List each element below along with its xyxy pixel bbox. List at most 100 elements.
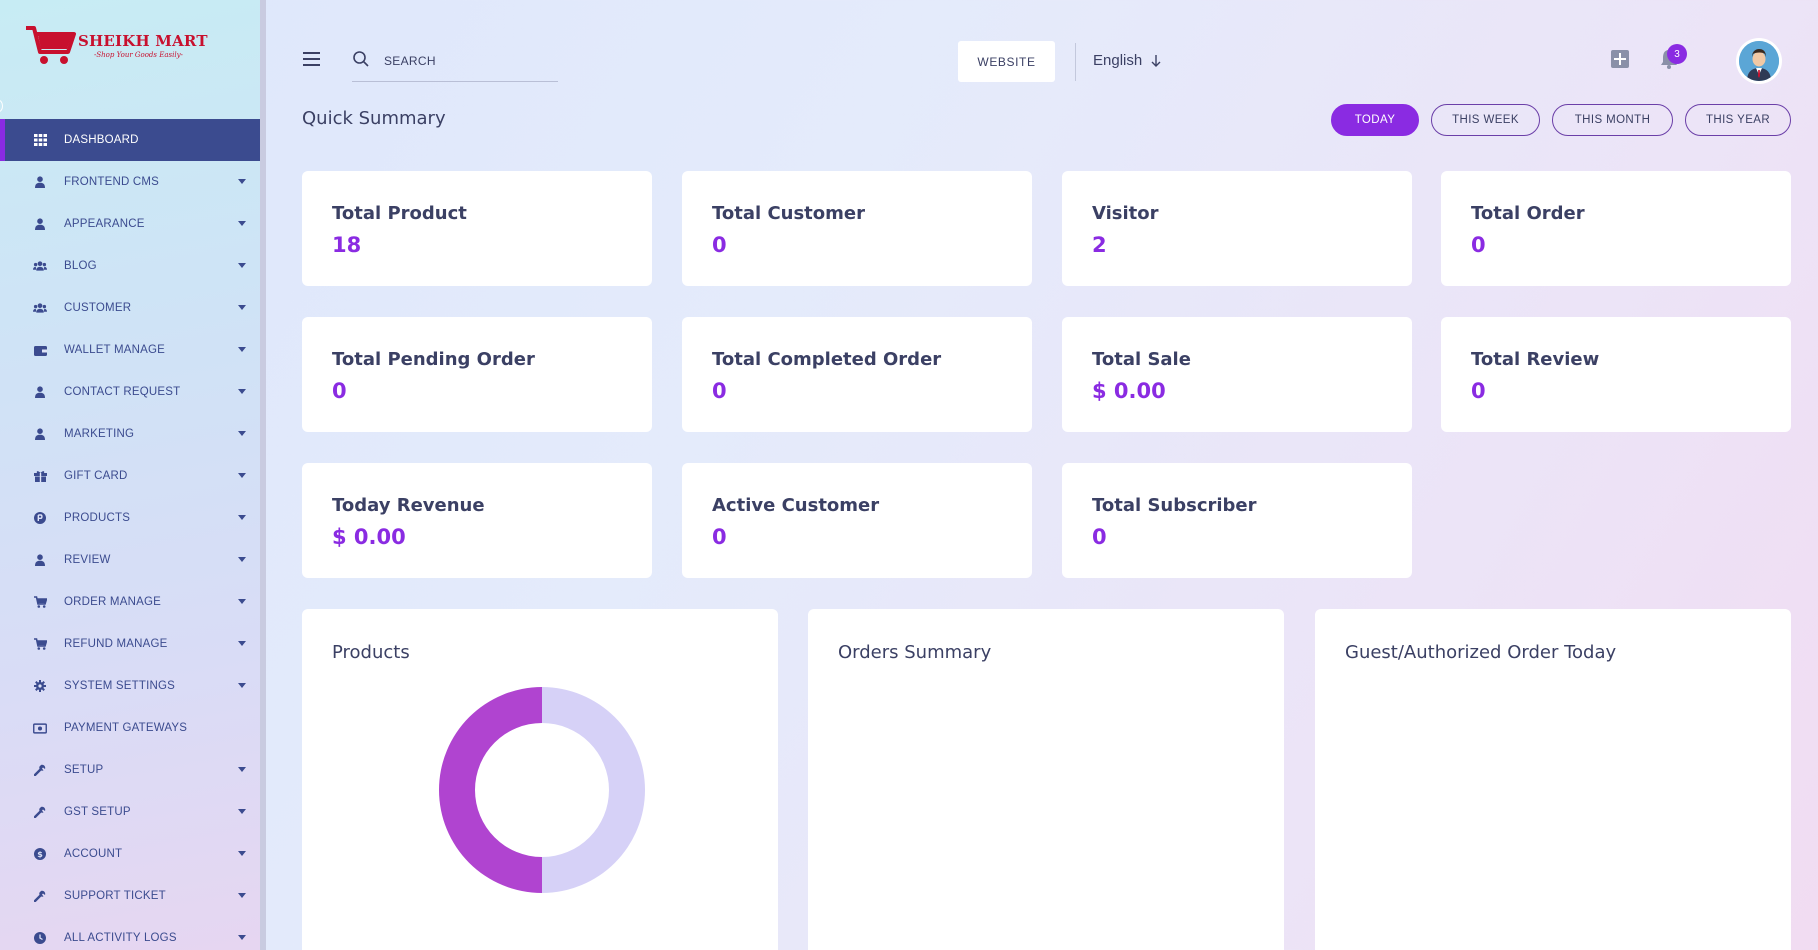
search-icon[interactable] <box>352 50 370 68</box>
stat-label: Total Review <box>1471 349 1600 370</box>
chevron-down-icon[interactable] <box>238 389 246 394</box>
chevron-down-icon[interactable] <box>238 263 246 268</box>
sidebar-item-dashboard[interactable]: DASHBOARD <box>0 119 260 161</box>
sidebar-item-label: SYSTEM SETTINGS <box>64 680 175 692</box>
sidebar-item-label: WALLET MANAGE <box>64 344 166 356</box>
stat-value: 0 <box>712 233 727 257</box>
stat-card-active-customer: Active Customer 0 <box>682 463 1032 578</box>
gift-icon <box>33 469 47 483</box>
sidebar-item-system-settings[interactable]: SYSTEM SETTINGS <box>0 665 260 707</box>
chevron-down-icon[interactable] <box>238 179 246 184</box>
chevron-down-icon[interactable] <box>238 557 246 562</box>
stat-label: Visitor <box>1092 203 1159 224</box>
stat-label: Total Pending Order <box>332 349 535 370</box>
sidebar-item-blog[interactable]: BLOG <box>0 245 260 287</box>
sidebar-item-label: SUPPORT TICKET <box>64 890 166 902</box>
sidebar-item-frontend-cms[interactable]: FRONTEND CMS <box>0 161 260 203</box>
arrow-down-icon <box>1151 54 1161 67</box>
chevron-down-icon[interactable] <box>238 893 246 898</box>
wrench-icon <box>33 763 47 777</box>
sidebar: SHEIKH MART -Shop Your Goods Easily- DAS… <box>0 0 266 950</box>
language-select[interactable]: English <box>1093 52 1162 69</box>
chevron-down-icon[interactable] <box>238 473 246 478</box>
stat-label: Total Sale <box>1092 349 1191 370</box>
filter-today-button[interactable]: TODAY <box>1331 104 1419 136</box>
add-icon[interactable] <box>1611 50 1629 68</box>
wrench-icon <box>33 889 47 903</box>
language-label: English <box>1093 52 1143 69</box>
chevron-down-icon[interactable] <box>238 683 246 688</box>
sidebar-item-label: MARKETING <box>64 428 135 440</box>
sidebar-item-setup[interactable]: SETUP <box>0 749 260 791</box>
sidebar-item-payment-gateways[interactable]: PAYMENT GATEWAYS <box>0 707 260 749</box>
stat-value: 0 <box>332 379 347 403</box>
sidebar-item-label: ACCOUNT <box>64 848 123 860</box>
stat-card-total-subscriber: Total Subscriber 0 <box>1062 463 1412 578</box>
sidebar-item-refund-manage[interactable]: REFUND MANAGE <box>0 623 260 665</box>
stat-card-total-completed-order: Total Completed Order 0 <box>682 317 1032 432</box>
sidebar-item-gift-card[interactable]: GIFT CARD <box>0 455 260 497</box>
money-icon <box>33 721 47 735</box>
sidebar-item-gst-setup[interactable]: GST SETUP <box>0 791 260 833</box>
donut-slice-0[interactable] <box>439 687 542 893</box>
sidebar-item-appearance[interactable]: APPEARANCE <box>0 203 260 245</box>
sidebar-item-label: REVIEW <box>64 554 111 566</box>
wrench-icon <box>33 805 47 819</box>
chevron-down-icon[interactable] <box>238 305 246 310</box>
user-icon <box>33 427 47 441</box>
chevron-down-icon[interactable] <box>238 515 246 520</box>
stat-value: 2 <box>1092 233 1107 257</box>
stat-value: 18 <box>332 233 362 257</box>
chevron-down-icon[interactable] <box>238 431 246 436</box>
sidebar-scrollbar[interactable] <box>260 0 266 730</box>
sidebar-item-products[interactable]: PRODUCTS <box>0 497 260 539</box>
filter-this-month-button[interactable]: THIS MONTH <box>1552 104 1673 136</box>
sidebar-item-review[interactable]: REVIEW <box>0 539 260 581</box>
sidebar-item-label: ALL ACTIVITY LOGS <box>64 932 177 944</box>
stat-value: 0 <box>712 525 727 549</box>
sidebar-item-account[interactable]: $ ACCOUNT <box>0 833 260 875</box>
search-input[interactable] <box>384 51 554 71</box>
filter-this-year-button[interactable]: THIS YEAR <box>1685 104 1791 136</box>
page-title: Quick Summary <box>302 108 446 129</box>
filter-this-week-button[interactable]: THIS WEEK <box>1431 104 1540 136</box>
sidebar-item-label: PRODUCTS <box>64 512 131 524</box>
chevron-down-icon[interactable] <box>238 767 246 772</box>
chevron-down-icon[interactable] <box>238 347 246 352</box>
stat-card-total-order: Total Order 0 <box>1441 171 1791 286</box>
sidebar-item-label: CONTACT REQUEST <box>64 386 181 398</box>
logo-brand: SHEIKH MART <box>78 32 208 50</box>
svg-text:$: $ <box>37 850 43 859</box>
sidebar-item-label: DASHBOARD <box>64 134 139 146</box>
donut-slice-1[interactable] <box>542 687 645 893</box>
logo[interactable]: SHEIKH MART -Shop Your Goods Easily- <box>24 22 208 72</box>
sidebar-item-label: GST SETUP <box>64 806 131 818</box>
chevron-down-icon[interactable] <box>238 809 246 814</box>
sidebar-item-support-ticket[interactable]: SUPPORT TICKET <box>0 875 260 917</box>
orders-summary-panel: Orders Summary <box>808 609 1284 950</box>
grid-icon <box>33 133 47 147</box>
sidebar-item-label: CUSTOMER <box>64 302 132 314</box>
sidebar-item-order-manage[interactable]: ORDER MANAGE <box>0 581 260 623</box>
sidebar-item-customer[interactable]: CUSTOMER <box>0 287 260 329</box>
stat-card-total-sale: Total Sale $ 0.00 <box>1062 317 1412 432</box>
chevron-down-icon[interactable] <box>238 641 246 646</box>
avatar[interactable] <box>1736 38 1782 84</box>
sidebar-item-marketing[interactable]: MARKETING <box>0 413 260 455</box>
chevron-down-icon[interactable] <box>238 935 246 940</box>
sidebar-item-contact-request[interactable]: CONTACT REQUEST <box>0 371 260 413</box>
chevron-down-icon[interactable] <box>238 851 246 856</box>
stat-label: Total Completed Order <box>712 349 942 370</box>
stat-label: Total Customer <box>712 203 865 224</box>
logo-tagline: -Shop Your Goods Easily- <box>94 51 183 59</box>
header-divider <box>1075 43 1076 81</box>
users-icon <box>33 259 47 273</box>
chevron-down-icon[interactable] <box>238 221 246 226</box>
chevron-down-icon[interactable] <box>238 599 246 604</box>
sidebar-item-wallet-manage[interactable]: WALLET MANAGE <box>0 329 260 371</box>
menu-toggle-icon[interactable] <box>303 52 320 66</box>
stat-label: Total Order <box>1471 203 1585 224</box>
sidebar-item-all-activity-logs[interactable]: ALL ACTIVITY LOGS <box>0 917 260 950</box>
website-button[interactable]: WEBSITE <box>958 41 1055 82</box>
products-panel: Products <box>302 609 778 950</box>
